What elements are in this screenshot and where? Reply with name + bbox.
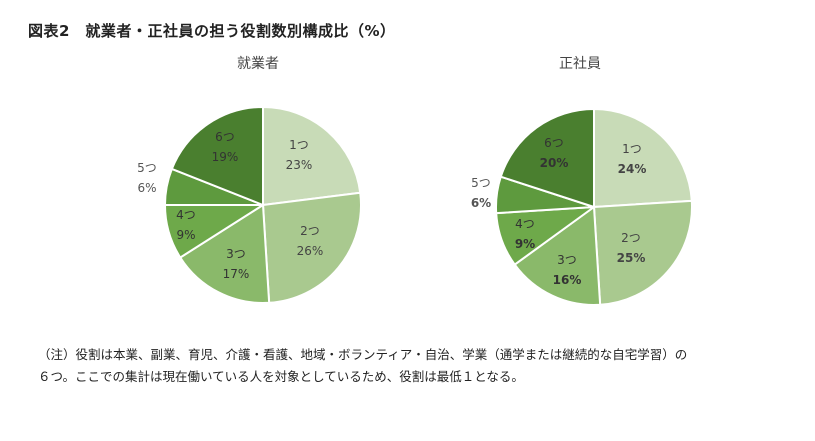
slice-value-label: 26% bbox=[297, 244, 324, 258]
slice-category-label: 6つ bbox=[215, 130, 235, 144]
slice-value-label: 16% bbox=[553, 273, 582, 287]
slice-category-label: 3つ bbox=[226, 247, 246, 261]
footnote-line-1: （注）役割は本業、副業、育児、介護・看護、地域・ボランティア・自治、学業（通学ま… bbox=[38, 347, 688, 362]
slice-value-label: 19% bbox=[212, 150, 239, 164]
pie-slice-2 bbox=[592, 199, 693, 306]
slice-category-label: 2つ bbox=[300, 224, 320, 238]
pie-slice-6 bbox=[170, 105, 264, 207]
slice-value-label: 17% bbox=[223, 267, 250, 281]
slice-value-label: 9% bbox=[515, 237, 535, 251]
pie-chart-title: 就業者 bbox=[237, 56, 279, 72]
pie-slice-1 bbox=[593, 107, 693, 209]
pie-chart-regular-employees: 1つ 24% 2つ 25% 3つ 16% 4つ 9% 5つ 6% 6つ 20% 正社員 bbox=[471, 56, 693, 306]
pie-slice-3 bbox=[513, 205, 602, 306]
pie-slice-1 bbox=[262, 105, 362, 207]
pie-chart-employed: 1つ 23% 2つ 26% 3つ 17% 4つ 9% 5つ 6% 6つ 19% 就業者 bbox=[137, 56, 362, 304]
slice-category-label: 5つ bbox=[471, 176, 491, 190]
pie-slice-2 bbox=[261, 191, 362, 304]
pie-chart-title: 正社員 bbox=[559, 56, 601, 72]
footnote-line-2: ６つ。ここでの集計は現在働いている人を対象としているため、役割は最低１となる。 bbox=[38, 369, 524, 384]
slice-value-label: 23% bbox=[286, 158, 313, 172]
slice-value-label: 9% bbox=[176, 228, 195, 242]
slice-value-label: 6% bbox=[471, 196, 491, 210]
slice-category-label: 4つ bbox=[515, 217, 535, 231]
slice-category-label: 1つ bbox=[622, 142, 642, 156]
slice-value-label: 20% bbox=[540, 156, 569, 170]
slice-category-label: 5つ bbox=[137, 161, 157, 175]
slice-category-label: 2つ bbox=[621, 231, 641, 245]
figure-title: 図表2 就業者・正社員の担う役割数別構成比（%） bbox=[28, 22, 396, 40]
footnote: （注）役割は本業、副業、育児、介護・看護、地域・ボランティア・自治、学業（通学ま… bbox=[38, 344, 798, 388]
slice-category-label: 6つ bbox=[544, 136, 564, 150]
slice-category-label: 4つ bbox=[176, 208, 196, 222]
slice-value-label: 24% bbox=[618, 162, 647, 176]
slice-category-label: 1つ bbox=[289, 138, 309, 152]
slice-value-label: 6% bbox=[137, 181, 156, 195]
slice-category-label: 3つ bbox=[557, 253, 577, 267]
pie-slice-3 bbox=[178, 203, 271, 304]
pie-slice-6 bbox=[499, 107, 595, 209]
slice-value-label: 25% bbox=[617, 251, 646, 265]
